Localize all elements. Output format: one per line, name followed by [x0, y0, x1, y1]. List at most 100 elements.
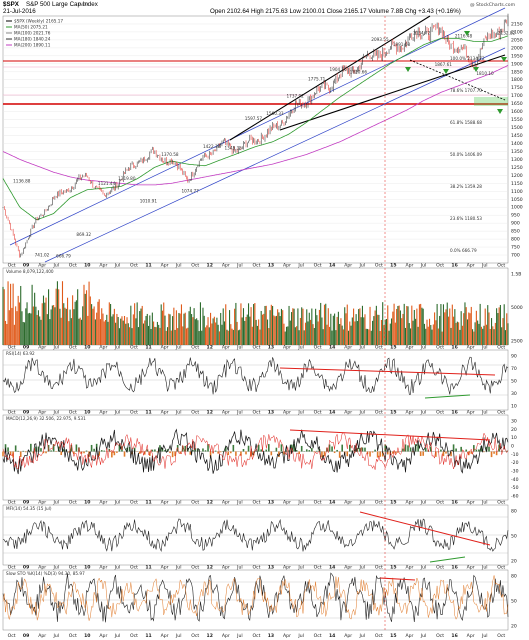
- x-axis-label: Oct: [314, 410, 322, 416]
- volume-bar: [469, 313, 471, 345]
- x-axis-label: Apr: [405, 565, 413, 571]
- volume-bar: [68, 321, 70, 345]
- volume-bar: [336, 316, 338, 345]
- volume-bar: [488, 312, 490, 345]
- price-tick-label: 1850: [511, 69, 523, 75]
- volume-bar: [185, 328, 188, 345]
- macd-histogram-bar: [179, 451, 181, 454]
- x-axis-label: Apr: [467, 565, 475, 571]
- x-axis-label: Oct: [252, 500, 260, 506]
- volume-bar: [70, 318, 72, 345]
- x-axis-label: 11: [145, 565, 151, 571]
- volume-bar: [308, 312, 310, 345]
- legend-label: MA(100) 2021.76: [14, 31, 51, 36]
- macd-histogram-bar: [480, 446, 483, 452]
- x-axis-label: Jul: [53, 345, 60, 351]
- volume-bar: [77, 289, 79, 345]
- x-axis-label: Jul: [114, 565, 121, 571]
- volume-bar: [335, 330, 337, 345]
- price-annotation: 1991.68: [393, 42, 411, 47]
- volume-bar: [202, 307, 204, 345]
- volume-bar: [244, 320, 246, 345]
- volume-bar: [266, 319, 269, 345]
- macd-histogram-bar: [452, 444, 455, 452]
- volume-bar: [96, 312, 98, 345]
- volume-bar: [345, 313, 347, 345]
- volume-bar: [227, 330, 229, 345]
- price-annotation: 2093.55: [371, 37, 389, 42]
- volume-bar: [88, 281, 90, 345]
- x-axis-label: Apr: [344, 410, 352, 416]
- macd-histogram-bar: [214, 450, 217, 452]
- volume-bar: [268, 328, 270, 345]
- x-axis-label: Apr: [344, 633, 352, 639]
- volume-bar: [87, 315, 89, 345]
- x-axis-label: Apr: [405, 500, 413, 506]
- volume-bar: [502, 318, 504, 345]
- volume-bar: [37, 310, 39, 345]
- x-axis-label: 09: [23, 565, 29, 571]
- volume-bar: [423, 323, 426, 345]
- volume-bar: [125, 323, 127, 345]
- macd-histogram-bar: [412, 451, 414, 453]
- x-axis-label: Oct: [436, 500, 444, 506]
- volume-bar: [235, 302, 237, 345]
- macd-histogram-bar: [40, 448, 42, 452]
- volume-bar: [412, 320, 414, 345]
- volume-bar: [131, 328, 133, 345]
- volume-bar: [236, 321, 238, 345]
- x-axis-label: Apr: [161, 263, 169, 269]
- x-axis-label: Apr: [161, 565, 169, 571]
- volume-bar: [261, 314, 264, 345]
- volume-bar: [201, 330, 203, 345]
- price-annotation: 1136.88: [13, 178, 31, 183]
- volume-bar: [234, 308, 236, 345]
- volume-bar: [116, 313, 118, 345]
- macd-histogram-bar: [240, 451, 242, 456]
- volume-bar: [136, 302, 138, 345]
- x-axis-label: Apr: [222, 410, 230, 416]
- price-annotation: 1560.33: [266, 111, 284, 116]
- volume-bar: [132, 314, 134, 345]
- volume-bar: [118, 328, 120, 345]
- macd-histogram-bar: [230, 451, 232, 454]
- volume-bar: [342, 329, 345, 345]
- volume-bar: [178, 312, 180, 345]
- price-annotation: 1010.91: [140, 198, 158, 203]
- x-axis-label: Apr: [405, 263, 413, 269]
- volume-bar: [210, 312, 212, 345]
- macd-histogram-bar: [45, 451, 47, 454]
- x-axis-label: Oct: [252, 410, 260, 416]
- x-axis-label: Jul: [297, 565, 304, 571]
- volume-bar: [487, 305, 489, 345]
- x-axis-label: Apr: [222, 633, 230, 639]
- volume-bar: [353, 308, 355, 345]
- volume-tick-label: 5000: [511, 305, 523, 311]
- x-axis-label: Apr: [283, 500, 291, 506]
- x-axis-label: Oct: [252, 263, 260, 269]
- green-arrow: [501, 57, 507, 62]
- rsi-title: RSI(14) 63.92: [6, 351, 35, 356]
- x-axis-label: 16: [451, 410, 457, 416]
- volume-bar: [399, 310, 401, 345]
- macd-histogram-bar: [143, 451, 146, 455]
- volume-bar: [253, 304, 255, 345]
- x-axis-label: 16: [451, 263, 457, 269]
- volume-bar: [455, 322, 457, 345]
- volume-bar: [316, 315, 318, 345]
- volume-bar: [110, 304, 112, 345]
- x-axis-label: Apr: [467, 410, 475, 416]
- x-axis-label: Jul: [297, 410, 304, 416]
- macd-histogram-bar: [475, 449, 478, 452]
- x-axis-label: Oct: [497, 263, 505, 269]
- volume-bar: [347, 330, 350, 345]
- x-axis-label: Oct: [8, 345, 16, 351]
- macd-histogram-bar: [19, 451, 22, 458]
- macd-histogram-bar: [331, 446, 333, 452]
- macd-histogram-bar: [30, 443, 32, 452]
- macd-histogram-bar: [123, 451, 126, 457]
- macd-histogram-bar: [316, 450, 318, 452]
- volume-bar: [104, 320, 107, 345]
- volume-bar: [454, 309, 456, 345]
- volume-bar: [403, 303, 405, 345]
